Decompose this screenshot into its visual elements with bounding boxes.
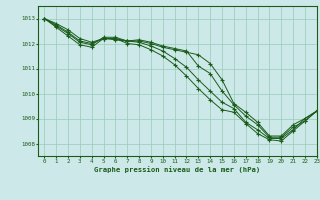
X-axis label: Graphe pression niveau de la mer (hPa): Graphe pression niveau de la mer (hPa): [94, 166, 261, 173]
